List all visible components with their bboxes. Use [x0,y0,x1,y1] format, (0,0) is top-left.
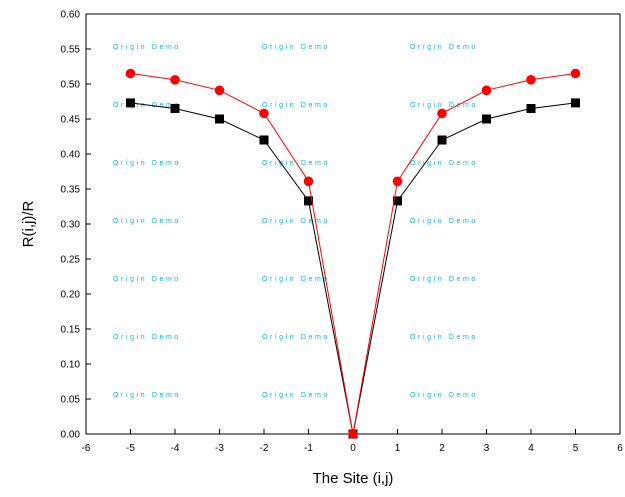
x-tick-label: -6 [82,443,91,454]
y-tick-label: 0.60 [61,10,81,21]
x-tick-label: -3 [215,443,224,454]
data-point [259,108,269,119]
data-point [392,176,403,187]
watermark-text: Origin Demo [262,102,330,109]
watermark-text: Origin Demo [410,392,478,399]
watermark-text: Origin Demo [262,218,330,225]
watermark-text: Origin Demo [113,218,181,225]
x-tick-label: 4 [528,443,534,454]
x-tick-label: -2 [260,443,269,454]
x-tick-label: -5 [126,443,135,454]
data-point [571,98,580,108]
watermark-text: Origin Demo [262,334,330,341]
x-tick-label: 2 [439,443,445,454]
data-point [214,85,225,96]
data-point [393,196,402,206]
data-point [303,176,314,187]
watermark-text: Origin Demo [113,102,181,109]
series-layer [125,68,581,439]
y-tick-label: 0.10 [61,360,81,371]
watermark-text: Origin Demo [113,392,181,399]
x-tick-label: 1 [395,443,401,454]
watermark-text: Origin Demo [410,334,478,341]
y-tick-label: 0.20 [61,290,81,301]
watermark-text: Origin Demo [410,276,478,283]
data-point [570,68,581,79]
data-point [526,104,536,113]
watermark-text: Origin Demo [113,160,181,167]
data-point [126,98,135,108]
y-tick-label: 0.30 [61,220,81,231]
data-point [259,135,269,145]
series-line [130,102,576,435]
y-tick-label: 0.25 [61,255,81,266]
data-point [170,104,180,113]
data-point [348,429,358,439]
data-point [170,75,180,85]
data-point [215,114,224,124]
y-tick-label: 0.50 [61,80,81,91]
watermark-text: Origin Demo [262,160,330,167]
watermark-layer: Origin Demo Origin Demo Origin Demo Origin … [113,44,478,399]
watermark-text: Origin Demo [113,334,181,341]
watermark-text: Origin Demo [262,44,330,51]
y-tick-label: 0.35 [61,185,81,196]
watermark-text: Origin Demo [262,276,330,283]
x-tick-label: 0 [350,443,356,454]
y-tick-label: 0.55 [61,45,81,56]
watermark-text: Origin Demo [410,44,478,51]
watermark-text: Origin Demo [410,160,478,167]
data-point [526,75,536,85]
y-axis-title: R(i,j)/R [20,201,37,248]
y-tick-label: 0.40 [61,150,81,161]
x-axis-title: The Site (i,j) [313,470,394,487]
data-point [481,85,492,96]
series-1 [126,98,580,439]
watermark-text: Origin Demo [113,44,181,51]
data-point [437,135,447,145]
y-tick-label: 0.05 [61,395,81,406]
data-point [125,68,136,79]
axis-ticks: -6 -5 -4 -3 -2 -1 0 1 2 3 4 5 6 0.00 0.05 0.10 0.15 0.20 0… [61,10,624,455]
data-point [437,108,447,119]
y-tick-label: 0.45 [61,115,81,126]
series-line [130,73,576,435]
watermark-text: Origin Demo [262,392,330,399]
watermark-text: Origin Demo [410,102,478,109]
y-tick-label: 0.00 [61,430,81,441]
x-tick-label: 3 [484,443,490,454]
x-tick-label: -4 [171,443,180,454]
watermark-text: Origin Demo [410,218,478,225]
data-point [482,114,491,124]
x-tick-label: -1 [304,443,313,454]
x-tick-label: 6 [617,443,623,454]
x-tick-label: 5 [573,443,579,454]
y-tick-label: 0.15 [61,325,81,336]
watermark-text: Origin Demo [113,276,181,283]
series-2 [125,68,581,439]
data-point [304,196,313,206]
